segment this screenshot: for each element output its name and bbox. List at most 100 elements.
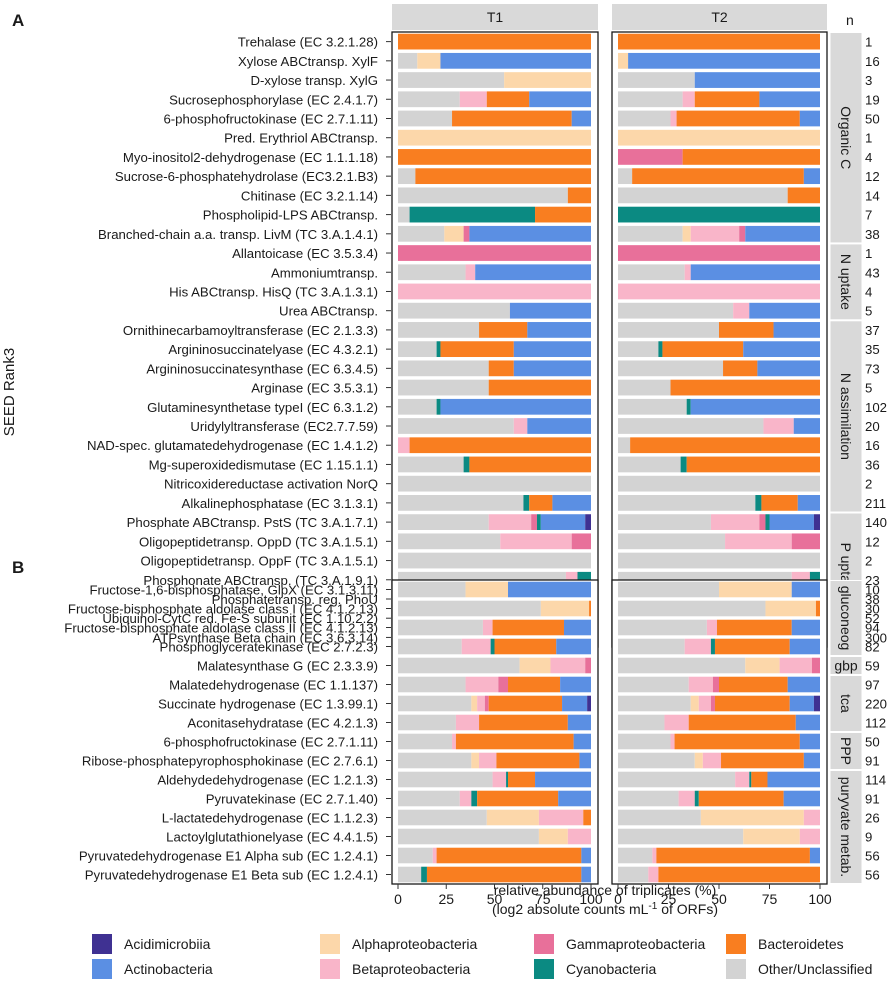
bar-segment-gammaproteobacteria [712,676,719,693]
row-count: 37 [865,323,880,338]
bar-segment-gammaproteobacteria [791,533,820,550]
bar-segment-bacteroidetes [761,495,798,511]
x-axis-title-line2-b: of ORFs) [657,901,718,917]
bar-segment-cyanobacteria [710,638,715,655]
bar-segment-bacteroidetes [632,168,804,185]
group-strip [829,675,863,732]
bar-segment-bacteroidetes [492,619,564,636]
bar-segment-bacteroidetes [694,91,760,108]
bar-segment-other-unclassified [398,733,453,750]
bar-segment-other-unclassified [618,264,685,281]
bar-segment-other-unclassified [398,168,416,185]
bar-segment-bacteroidetes [589,600,591,617]
bar-segment-bacteroidetes [494,638,557,655]
group-strip-label: puryvate metab. [838,777,854,877]
group-strip-label: Organic C [838,106,854,169]
bar-segment-bacteroidetes [787,187,820,204]
bar-segment-betaproteobacteria [465,676,499,693]
bar-segment-actinobacteria [809,847,820,864]
bar-segment-bacteroidetes [583,809,591,826]
x-tick-label: 25 [661,891,677,907]
bar-segment-gammaproteobacteria [618,245,820,261]
bar-segment-betaproteobacteria [492,771,507,788]
bar-segment-other-unclassified [618,91,683,108]
row-label: Ubiquinol-CytC red. Fe-S subunit (EC 1.1… [102,611,378,626]
row-count: 10 [865,583,880,598]
bar-segment-other-unclassified [618,790,679,807]
bar-segment-cyanobacteria [490,638,495,655]
bar-segment-betaproteobacteria [459,790,472,807]
legend-swatch-bacteroidetes [726,934,746,954]
bar-segment-other-unclassified [618,733,671,750]
bar-segment-other-unclassified [398,714,456,731]
bar-segment-other-unclassified [618,187,788,204]
x-tick-label: 50 [711,891,727,907]
bar-segment-gammaproteobacteria [463,225,470,242]
bar-segment-alphaproteobacteria [765,600,816,617]
row-label: Myo-inositol2-dehydrogenase (EC 1.1.1.18… [123,150,378,165]
bar-segment-actinobacteria [803,168,820,185]
bar-segment-other-unclassified [398,418,514,434]
row-label: Branched-chain a.a. transp. LivM (TC 3.A… [98,227,378,242]
bar-segment-other-unclassified [398,847,433,864]
row-count: 52 [865,611,880,626]
bar-segment-other-unclassified [618,495,756,511]
bar-segment-cyanobacteria [749,771,752,788]
bar-segment-other-unclassified [618,771,736,788]
bar-segment-actinobacteria [783,790,820,807]
row-label: Pred. Erythriol ABCtransp. [224,131,378,146]
row-count: 19 [865,92,880,107]
bar-segment-other-unclassified [618,581,719,598]
x-axis: 0 25 50 75 100 0 25 50 75 100 [394,884,832,907]
bar-segment-other-unclassified [618,379,671,396]
bar-segment-cyanobacteria [506,771,509,788]
group-strip-label: PPP [838,737,854,765]
bar-segment-other-unclassified [618,533,726,550]
legend-swatch-alphaproteobacteria [320,934,340,954]
bar-segment-other-unclassified [398,676,466,693]
bar-segment-bacteroidetes [535,206,591,223]
bar-segment-betaproteobacteria [779,657,812,674]
row-label: Pyruvatedehydrogenase E1 Beta sub (EC 1.… [85,868,378,883]
bar-segment-bacteroidetes [682,149,820,165]
bar-segment-alphaproteobacteria [444,225,464,242]
bar-segment-other-unclassified [398,828,539,845]
row-label: Phospholipid-LPS ABCtransp. [203,208,378,223]
bar-segment-betaproteobacteria [459,91,487,108]
bar-segment-betaproteobacteria [725,533,792,550]
x-axis-title-line1: relative abundance of triplicates (%) [494,882,717,898]
bar-segment-actinobacteria [803,752,820,769]
row-count: 56 [865,868,880,883]
facet-strip [392,4,598,30]
legend-label: Betaproteobacteria [352,961,471,977]
bar-segment-gammaproteobacteria [498,676,509,693]
bar-segment-bacteroidetes [716,619,792,636]
bar-segment-bacteroidetes [398,149,591,165]
bar-segment-actinobacteria [773,322,820,338]
bar-segment-actinobacteria [759,91,820,108]
legend-label: Other/Unclassified [758,961,872,977]
bar-segment-other-unclassified [398,475,591,492]
row-count: 91 [865,754,880,769]
bar-segment-betaproteobacteria [733,302,750,319]
bar-segment-other-unclassified [398,379,489,396]
group-strip-label: tca [838,694,854,713]
bar-segment-acidimicrobiia [813,514,820,530]
x-tick-label: 25 [438,891,454,907]
bar-segment-betaproteobacteria [432,847,437,864]
bar-segment-alphaproteobacteria [719,581,792,598]
bar-segment-other-unclassified [618,398,687,415]
bar-segment-bacteroidetes [630,437,820,454]
bar-segment-cyanobacteria [765,514,770,530]
bar-segment-betaproteobacteria [398,283,591,300]
bar-segment-other-unclassified [618,72,695,88]
row-label: Sucrose-6-phosphatehydrolase (EC3.2.1.B3… [115,169,378,184]
bar-segment-bacteroidetes [496,752,580,769]
y-axis-title: SEED Rank3 [1,348,18,436]
x-tick-label: 0 [394,891,402,907]
bar-segment-other-unclassified [398,322,480,338]
row-count: 14 [865,188,880,203]
bar-segment-bacteroidetes [488,379,591,396]
x-tick-label: 100 [579,891,603,907]
